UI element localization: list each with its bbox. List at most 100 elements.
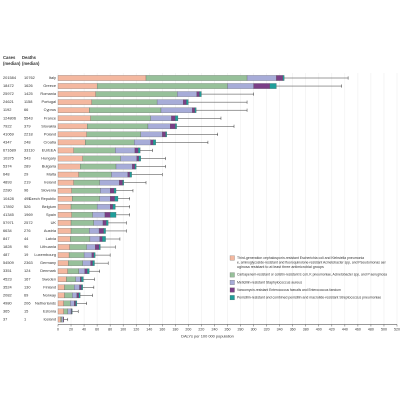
bar-segment <box>60 316 63 323</box>
x-tick-label: 280 <box>238 327 244 331</box>
bar-segment <box>165 131 167 138</box>
bar-segment <box>129 171 132 178</box>
deaths-value: 543 <box>24 156 31 161</box>
cases-value: 6634 <box>3 228 12 233</box>
bar-segment <box>80 163 117 170</box>
bar-segment <box>170 123 176 130</box>
bar-segment <box>138 147 141 154</box>
x-tick-label: 0 <box>57 327 59 331</box>
bar-segment <box>82 155 121 162</box>
deaths-value: 15 <box>24 308 28 313</box>
bar-segment <box>70 204 98 210</box>
bar-segment <box>96 204 111 210</box>
bar-segment <box>75 300 78 307</box>
bar-segment <box>57 139 86 146</box>
country-label: Romania <box>40 91 56 96</box>
bar-segment <box>110 212 117 218</box>
bar-segment <box>57 131 87 138</box>
x-tick-label: 40 <box>82 327 86 331</box>
bar-segment <box>177 91 197 97</box>
bar-segment <box>57 91 96 97</box>
cases-value: 25972 <box>3 91 14 96</box>
bar-segment <box>73 147 116 154</box>
x-tick-label: 320 <box>264 327 270 331</box>
deaths-value: 69 <box>24 292 28 297</box>
cases-value: 648 <box>3 172 10 177</box>
cases-value: 54509 <box>3 260 14 265</box>
legend-label: Penicillin-resistant and combined penici… <box>237 295 381 299</box>
bar-segment <box>246 75 277 81</box>
bar-segment <box>71 187 101 194</box>
bar-segment <box>276 75 284 81</box>
deaths-value: 379 <box>24 123 31 128</box>
x-tick-label: 360 <box>290 327 296 331</box>
cases-value: 3524 <box>3 284 12 289</box>
country-label: Netherlands <box>35 300 56 305</box>
cases-value: 2082 <box>3 292 12 297</box>
bar-segment <box>171 115 176 121</box>
bar-segment <box>156 99 184 105</box>
country-label: Ireland <box>44 180 56 185</box>
bar-segment <box>132 163 136 170</box>
bar-segment <box>196 91 200 97</box>
bar-segment <box>84 268 88 274</box>
bar-segment <box>71 212 93 218</box>
legend-label: uginosa resistant to at least three anti… <box>237 265 324 269</box>
cases-value: 7922 <box>3 123 12 128</box>
bar-segment <box>57 228 72 234</box>
bar-segment <box>69 244 87 250</box>
cases-value: 671689 <box>3 147 16 152</box>
bar-segment <box>99 236 103 242</box>
bar-segment <box>57 252 70 258</box>
bar-segment <box>76 292 79 299</box>
bar-segment <box>104 212 111 218</box>
bar-segment <box>199 91 202 97</box>
country-label: Poland <box>44 131 56 136</box>
bar-segment <box>134 163 137 170</box>
bar-segment <box>112 204 116 210</box>
bar-segment <box>57 187 72 194</box>
country-label: Czech Republic <box>29 196 56 201</box>
cases-value: 4347 <box>3 139 12 144</box>
bar-segment <box>57 123 88 130</box>
country-label: Sweden <box>42 276 56 281</box>
bar-segment <box>91 252 94 258</box>
bar-segment <box>87 268 90 274</box>
bar-segment <box>89 228 100 234</box>
legend-label: e, aminoglycoside-resistant and fluoroqu… <box>237 260 387 264</box>
cases-value: 2280 <box>3 188 12 193</box>
bar-segment <box>162 131 166 138</box>
country-label: UK <box>51 220 57 225</box>
legend-label: Carbapenem-resistant or colistin-resista… <box>237 273 387 277</box>
cases-value: 24621 <box>3 99 14 104</box>
bar-segment <box>74 284 80 291</box>
deaths-value: 1425 <box>24 91 33 96</box>
cases-value: 18472 <box>3 83 14 88</box>
cases-value: 37 <box>3 317 7 322</box>
bar-segment <box>63 308 68 315</box>
deaths-value: 289 <box>24 164 31 169</box>
bar-segment <box>87 123 149 130</box>
cases-header: (median) <box>3 61 21 66</box>
bar-segment <box>103 228 106 234</box>
bar-segment <box>147 123 171 130</box>
country-label: Slovenia <box>41 188 57 193</box>
bar-segment <box>93 252 96 258</box>
country-label: Austria <box>44 228 57 233</box>
deaths-value: 29 <box>24 172 28 177</box>
x-tick-label: 500 <box>381 327 387 331</box>
country-label: Slovakia <box>41 123 57 128</box>
country-label: Spain <box>46 212 56 217</box>
bar-segment <box>57 107 90 113</box>
x-tick-label: 420 <box>329 327 335 331</box>
cases-value: 201584 <box>3 75 17 80</box>
x-tick-label: 520 <box>394 327 400 331</box>
cases-value: 124806 <box>3 115 16 120</box>
bar-segment <box>98 244 101 250</box>
bar-segment <box>57 147 74 154</box>
bar-segment <box>192 107 196 113</box>
x-tick-label: 220 <box>198 327 204 331</box>
bar-segment <box>140 131 163 138</box>
country-label: Italy <box>49 75 56 80</box>
country-label: Germany <box>40 260 56 265</box>
